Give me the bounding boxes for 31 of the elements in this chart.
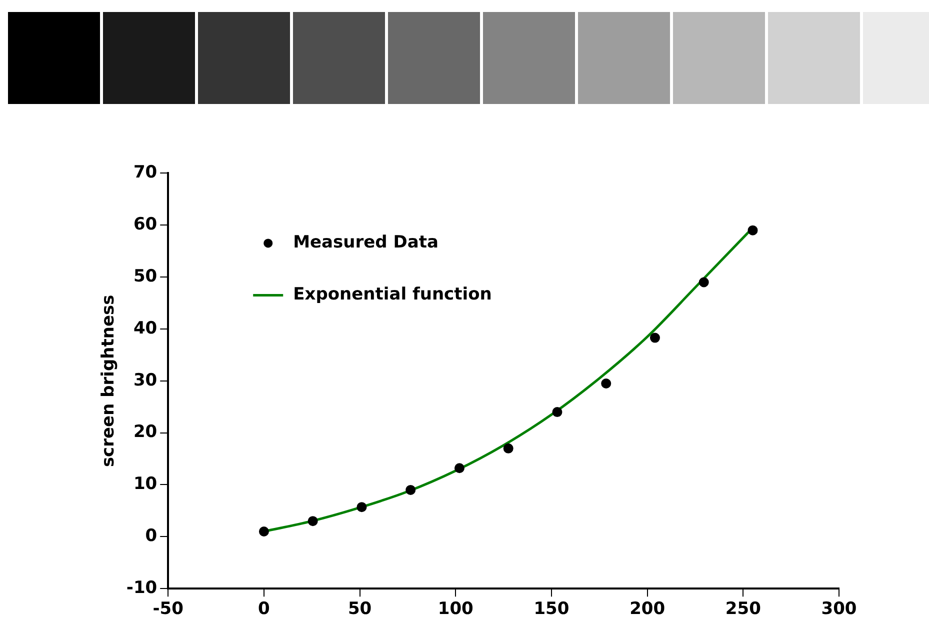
point: [748, 225, 758, 236]
x-tick-label: 0: [258, 599, 270, 620]
y-axis-title: screen brightness: [98, 294, 119, 468]
legend-label: Measured Data: [293, 232, 438, 253]
y-tick-label: 30: [133, 370, 158, 390]
x-tick-label: 150: [534, 599, 570, 620]
point: [258, 526, 269, 536]
x-tick-label: -50: [152, 599, 184, 620]
point: [552, 407, 562, 418]
legend-label: Exponential function: [293, 284, 492, 305]
point: [356, 502, 367, 512]
y-tick-label: -10: [126, 578, 158, 598]
x-tick-label: 200: [630, 599, 666, 620]
point: [503, 443, 514, 454]
y-tick-label: 40: [133, 318, 158, 338]
y-tick-label: 20: [133, 422, 158, 442]
point: [650, 332, 660, 343]
x-tick-label: 100: [438, 599, 474, 620]
y-tick-label: 50: [133, 266, 158, 286]
point: [698, 277, 709, 288]
y-tick-label: 10: [133, 474, 158, 494]
y-tick-label: 70: [133, 162, 158, 183]
y-tick-label: 0: [145, 526, 158, 546]
x-tick-label: 250: [725, 599, 762, 620]
y-tick-label: 60: [133, 214, 158, 235]
x-tick-label: 50: [348, 599, 372, 620]
point: [601, 378, 612, 388]
point: [454, 463, 464, 474]
x-tick-label: 300: [821, 599, 857, 620]
point: [406, 484, 416, 495]
point: [308, 516, 318, 526]
